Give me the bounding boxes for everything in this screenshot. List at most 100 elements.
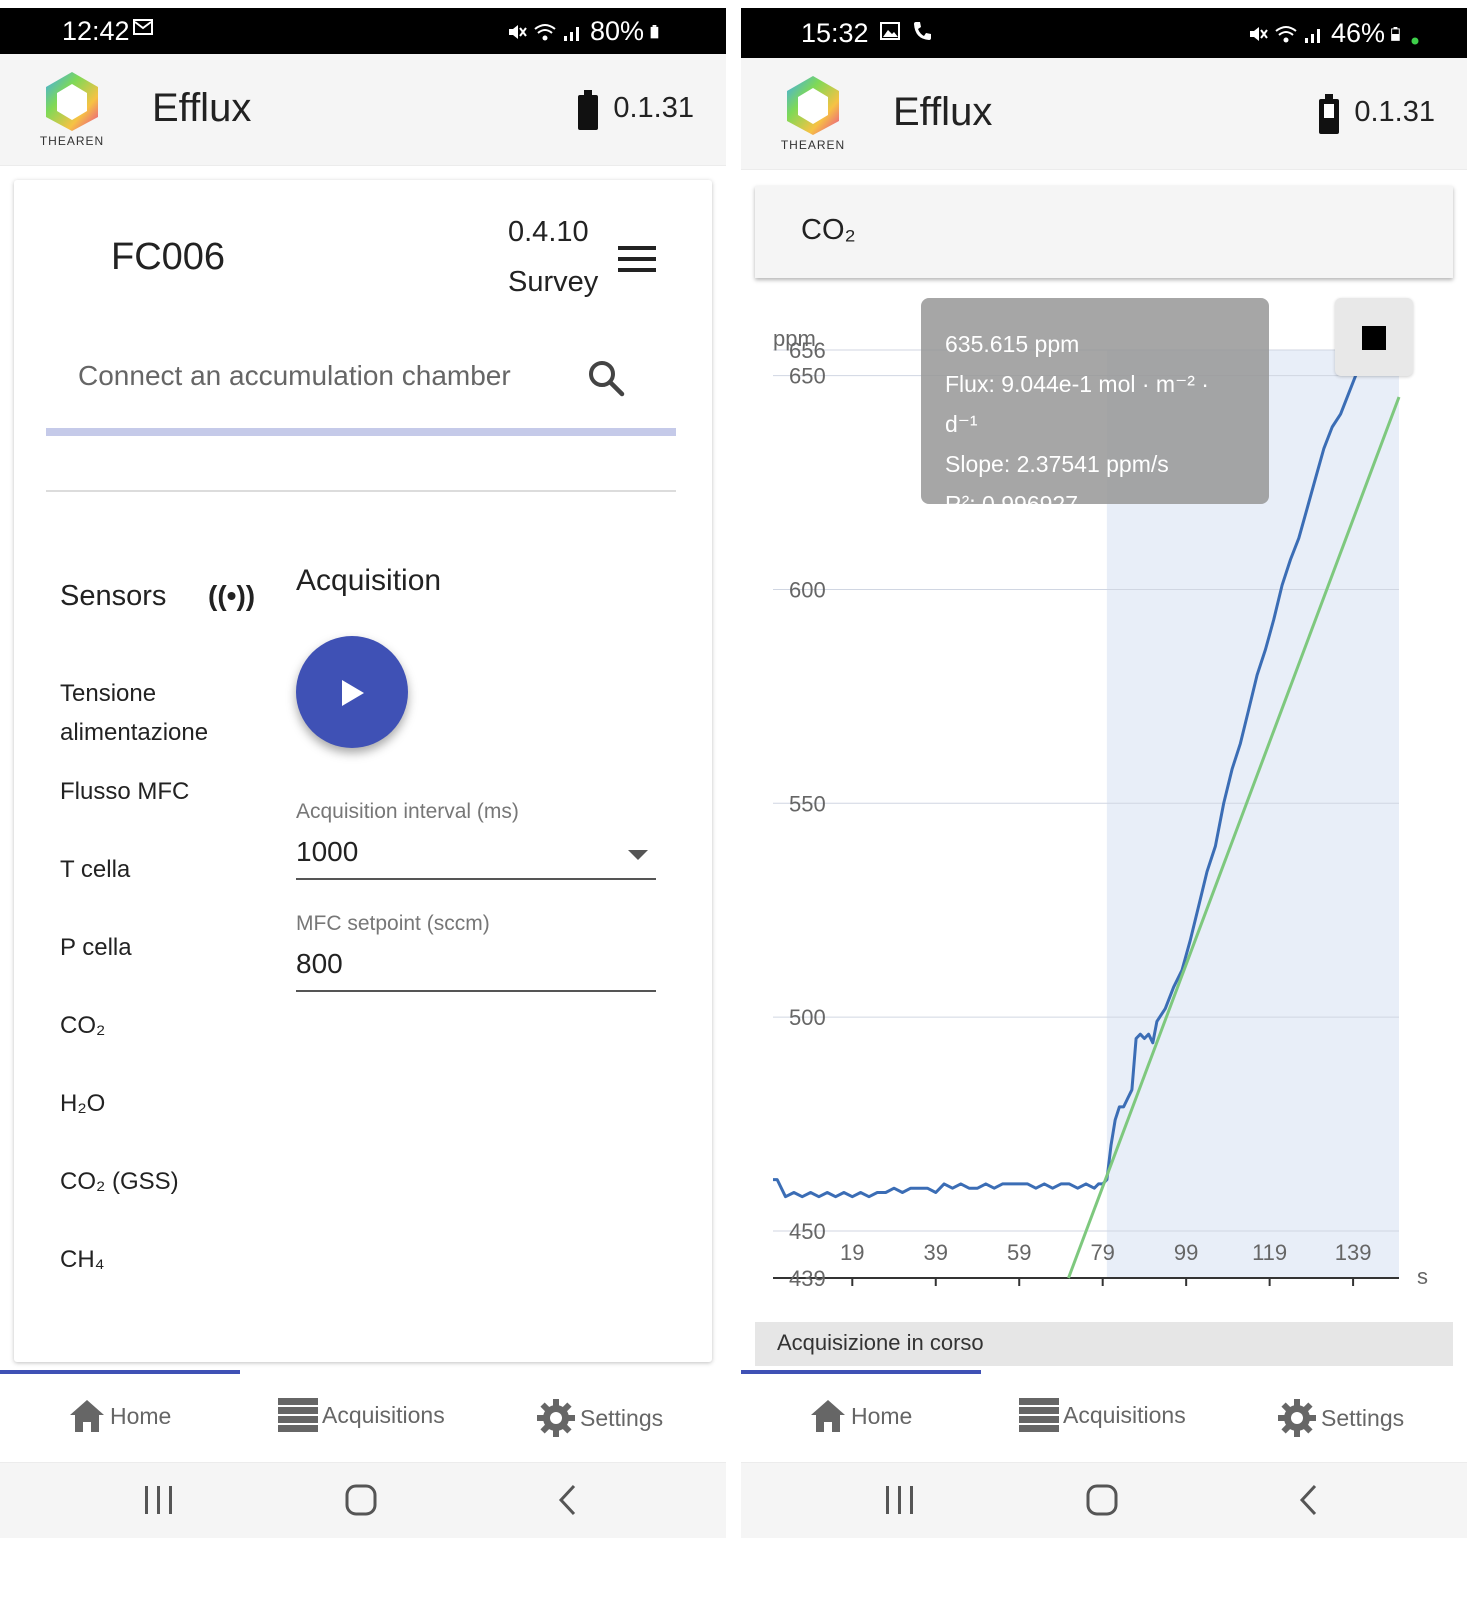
setpoint-value: 800: [296, 948, 343, 979]
phone-call-icon: [914, 22, 931, 40]
nav-active-indicator: [0, 1370, 240, 1374]
mute-icon: [508, 24, 527, 39]
recent-apps-icon[interactable]: [883, 1483, 917, 1517]
signal-icon: [563, 26, 579, 41]
hexagon-logo-icon: [787, 76, 839, 135]
fit-region: [1106, 350, 1399, 1278]
tooltip-r2: R²: 0.996927: [945, 491, 1078, 517]
list-icon: [1019, 1398, 1059, 1432]
nav-acquisitions-label: Acquisitions: [322, 1401, 445, 1428]
y-axis-label: ppm: [773, 326, 816, 351]
interval-value: 1000: [296, 836, 359, 867]
recent-apps-icon[interactable]: [142, 1483, 176, 1517]
nav-active-indicator: [741, 1370, 981, 1374]
device-battery-icon: [578, 90, 598, 130]
interval-select[interactable]: 1000: [296, 830, 656, 880]
x-tick-label: 99: [1174, 1240, 1198, 1265]
nav-settings[interactable]: Settings: [1277, 1398, 1404, 1438]
y-tick-label: 650: [789, 364, 826, 389]
nav-acquisitions[interactable]: Acquisitions: [278, 1398, 445, 1432]
stop-acquisition-button[interactable]: [1335, 298, 1413, 376]
y-tick-label: 600: [789, 577, 826, 602]
acquisition-title: Acquisition: [296, 564, 442, 597]
x-tick-label: 119: [1252, 1240, 1287, 1265]
nav-home[interactable]: Home: [68, 1398, 171, 1434]
stop-icon: [1362, 326, 1386, 350]
system-nav-bar: [741, 1462, 1467, 1538]
app-title: Efflux: [893, 90, 993, 134]
sensor-item: CH₄: [60, 1246, 105, 1273]
menu-button[interactable]: [618, 246, 656, 272]
app-version: 0.1.31: [1354, 96, 1435, 128]
setpoint-label: MFC setpoint (sccm): [296, 912, 490, 935]
search-icon[interactable]: [586, 358, 626, 398]
phone-right-screen: 15:32 46% THEAREN Efflux 0.1.31 CO₂: [741, 8, 1467, 1600]
chamber-search-input[interactable]: [78, 360, 558, 392]
green-dot-icon: [1411, 37, 1419, 44]
device-card: FC006 0.4.10 Survey Sensors ((•)) Tensio…: [14, 180, 712, 1362]
battery-percent: 80%: [589, 16, 644, 46]
mute-icon: [1249, 26, 1268, 41]
device-battery-icon: [1319, 94, 1339, 134]
acquisition-status: Acquisizione in corso: [755, 1322, 1453, 1366]
phone-battery-icon: [650, 24, 659, 38]
logo-text: THEAREN: [39, 134, 105, 148]
y-tick-label: 450: [789, 1219, 826, 1244]
home-system-icon[interactable]: [344, 1483, 378, 1517]
setpoint-input[interactable]: 800: [296, 942, 656, 992]
sensor-item: P cella: [60, 934, 132, 961]
start-acquisition-button[interactable]: [296, 636, 408, 748]
list-icon: [278, 1398, 318, 1432]
sensor-item: CO₂ (GSS): [60, 1168, 179, 1195]
nav-acquisitions-label: Acquisitions: [1063, 1401, 1186, 1428]
device-firmware: 0.4.10: [508, 216, 589, 248]
hamburger-icon-line: [618, 246, 656, 250]
device-id: FC006: [111, 236, 226, 278]
home-icon: [811, 1400, 845, 1432]
fit-line: [1067, 396, 1401, 1279]
nav-acquisitions[interactable]: Acquisitions: [1019, 1398, 1186, 1432]
thearen-logo: THEAREN: [775, 74, 851, 160]
hamburger-icon-line: [618, 257, 656, 261]
divider: [46, 490, 676, 492]
sensor-item: T cella: [60, 856, 131, 883]
battery-percent: 46%: [1330, 18, 1385, 48]
home-system-icon[interactable]: [1085, 1483, 1119, 1517]
y-tick-label: 550: [789, 791, 826, 816]
play-icon: [342, 680, 364, 706]
hexagon-logo-icon: [46, 72, 98, 131]
chamber-search-field[interactable]: [46, 344, 676, 436]
dropdown-arrow-icon: [628, 850, 648, 860]
x-axis-label: s: [1417, 1264, 1428, 1289]
sensor-item: Flusso MFC: [60, 778, 190, 805]
app-bar: THEAREN Efflux 0.1.31: [0, 54, 726, 166]
app-bar: THEAREN Efflux 0.1.31: [741, 58, 1467, 170]
chart-tooltip: 635.615 ppm Flux: 9.044e-1 mol · m⁻² · d…: [921, 298, 1269, 517]
nav-settings[interactable]: Settings: [536, 1398, 663, 1438]
co2-chart: 439 450 500 550 600 650 656 19 39 59 79 99 119 139 p…: [741, 297, 1467, 1318]
image-icon: [880, 22, 900, 40]
interval-label: Acquisition interval (ms): [296, 800, 519, 823]
logo-text: THEAREN: [780, 138, 846, 152]
phone-left-screen: 12:42 80% THEAREN: [0, 8, 726, 1600]
signal-icon: [1304, 28, 1320, 43]
broadcast-icon[interactable]: ((•)): [208, 580, 256, 611]
status-bar: 15:32 46%: [741, 8, 1467, 58]
back-icon[interactable]: [1293, 1483, 1327, 1517]
y-tick-label: 656: [789, 338, 826, 363]
tooltip-flux: Flux: 9.044e-1 mol · m⁻² · d⁻¹: [945, 371, 1209, 437]
device-mode: Survey: [508, 266, 599, 298]
system-nav-bar: [0, 1462, 726, 1538]
x-tick-label: 79: [1090, 1240, 1114, 1265]
bottom-nav: Home Acquisitions Settings: [0, 1370, 726, 1460]
tooltip-value: 635.615 ppm: [945, 331, 1080, 357]
nav-home[interactable]: Home: [809, 1398, 912, 1434]
nav-home-label: Home: [110, 1402, 172, 1429]
sensor-item: alimentazione: [60, 719, 209, 746]
hamburger-icon-line: [618, 268, 656, 272]
x-tick-label: 39: [924, 1240, 948, 1265]
thearen-logo: THEAREN: [34, 70, 110, 156]
back-icon[interactable]: [552, 1483, 586, 1517]
wifi-icon: [1275, 25, 1297, 42]
